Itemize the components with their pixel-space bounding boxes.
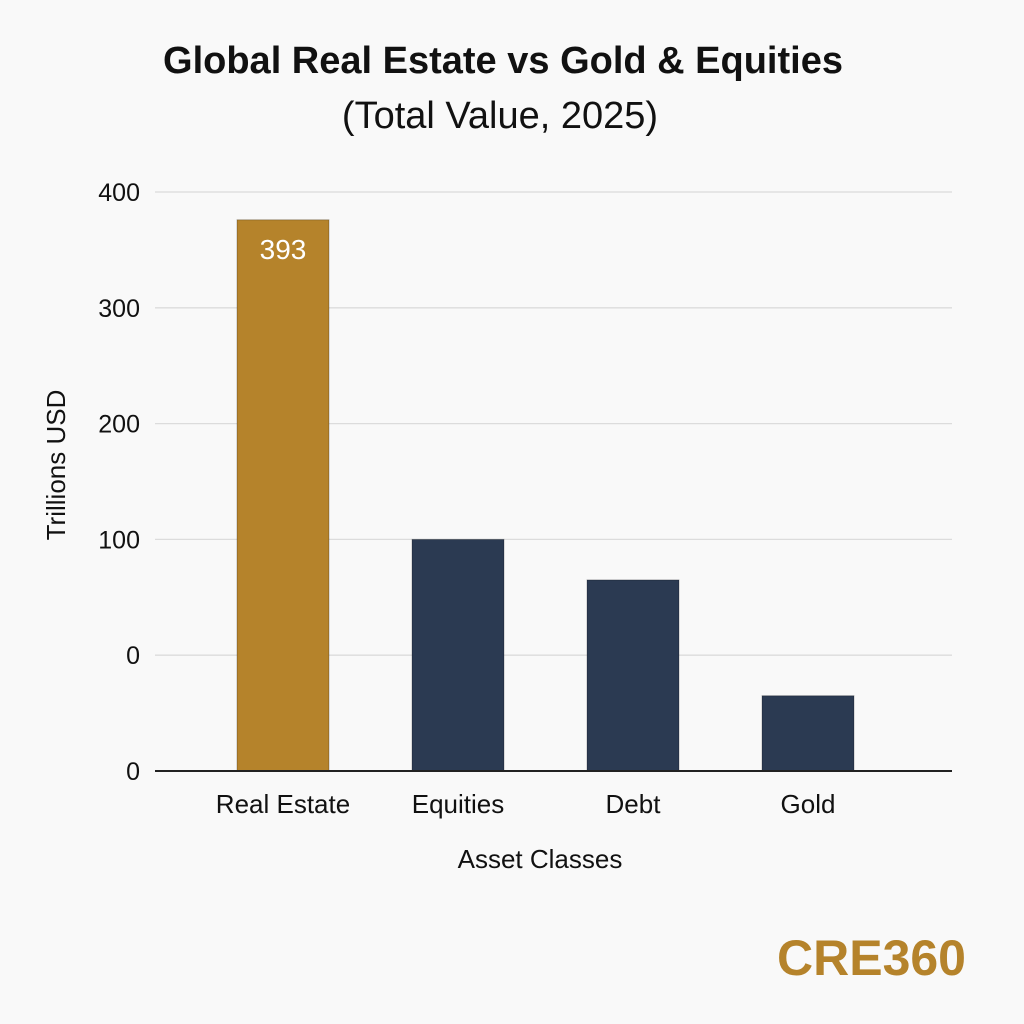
chart-subtitle: (Total Value, 2025) <box>342 95 658 137</box>
bar-debt <box>586 579 680 772</box>
x-axis-categories: Real Estate Equities Debt Gold <box>216 789 836 819</box>
chart-title: Global Real Estate vs Gold & Equities <box>163 40 843 82</box>
y-axis-label: Trillions USD <box>41 390 71 541</box>
y-tick-label: 300 <box>98 295 140 323</box>
data-label: 393 <box>260 234 307 265</box>
bar-equities <box>411 538 505 772</box>
bars: 393 <box>236 219 855 772</box>
x-tick-label: Equities <box>412 789 505 819</box>
y-tick-label: 400 <box>98 179 140 207</box>
cre360-logo: CRE360 <box>777 930 966 986</box>
bar-real-estate <box>236 219 330 772</box>
y-axis-ticks: 400 300 200 100 0 0 <box>98 179 140 786</box>
y-tick-label: 200 <box>98 411 140 439</box>
x-tick-label: Real Estate <box>216 789 350 819</box>
y-tick-label: 0 <box>126 758 140 786</box>
x-axis-label: Asset Classes <box>458 844 623 874</box>
x-tick-label: Debt <box>606 789 662 819</box>
x-tick-label: Gold <box>781 789 836 819</box>
y-tick-label: 0 <box>126 642 140 670</box>
bar-gold <box>761 695 855 772</box>
y-tick-label: 100 <box>98 526 140 554</box>
